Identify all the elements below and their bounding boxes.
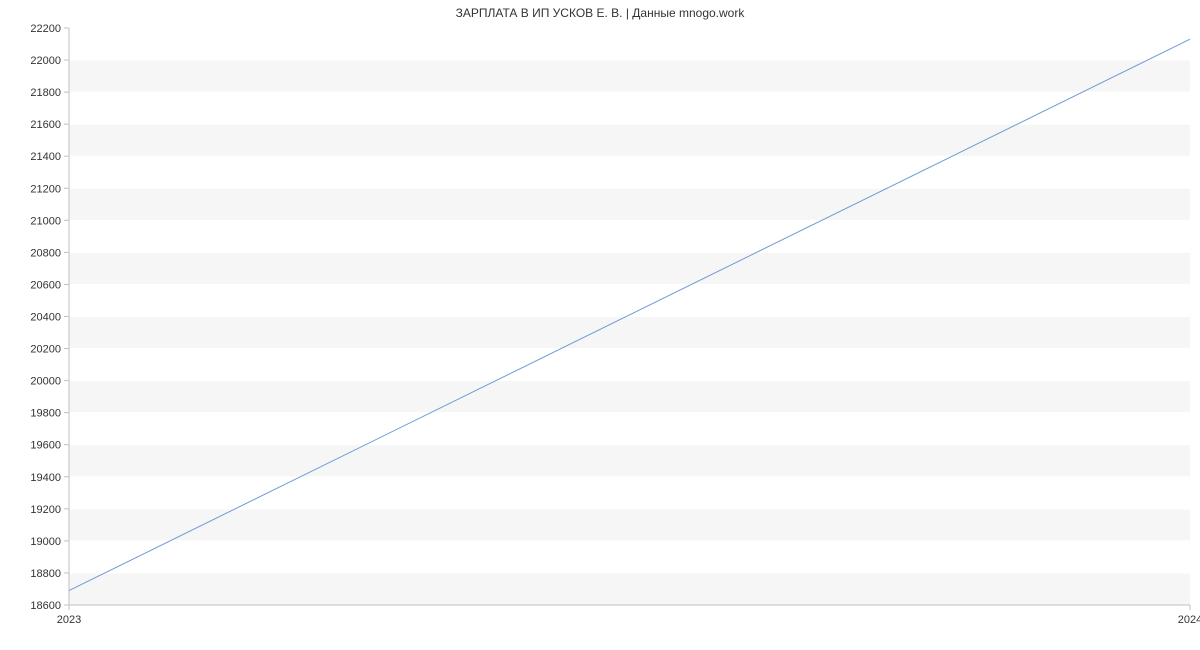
y-tick-label: 18800 <box>30 568 61 580</box>
y-tick-label: 19200 <box>30 504 61 516</box>
y-tick-label: 20800 <box>30 247 61 259</box>
chart-title: ЗАРПЛАТА В ИП УСКОВ Е. В. | Данные mnogo… <box>0 6 1200 20</box>
y-tick-label: 20000 <box>30 376 61 388</box>
y-tick-label: 19000 <box>30 536 61 548</box>
y-tick-label: 22200 <box>30 23 61 35</box>
y-tick-label: 21600 <box>30 119 61 131</box>
y-tick-label: 22000 <box>30 55 61 67</box>
y-tick-label: 21400 <box>30 151 61 163</box>
y-tick-label: 21800 <box>30 87 61 99</box>
y-tick-label: 19600 <box>30 440 61 452</box>
y-tick-label: 21000 <box>30 215 61 227</box>
y-tick-label: 20200 <box>30 344 61 356</box>
y-tick-label: 19800 <box>30 408 61 420</box>
chart-plot-area: 18600 18800 19000 19200 19400 19600 19800 20000… <box>0 0 1200 650</box>
x-tick-label: 2023 <box>57 614 81 626</box>
y-tick-label: 20600 <box>30 279 61 291</box>
y-tick-label: 18600 <box>30 600 61 612</box>
salary-chart: ЗАРПЛАТА В ИП УСКОВ Е. В. | Данные mnogo… <box>0 0 1200 650</box>
x-tick-label: 2024 <box>1178 614 1200 626</box>
y-tick-label: 20400 <box>30 312 61 324</box>
y-tick-label: 21200 <box>30 183 61 195</box>
y-tick-label: 19400 <box>30 472 61 484</box>
